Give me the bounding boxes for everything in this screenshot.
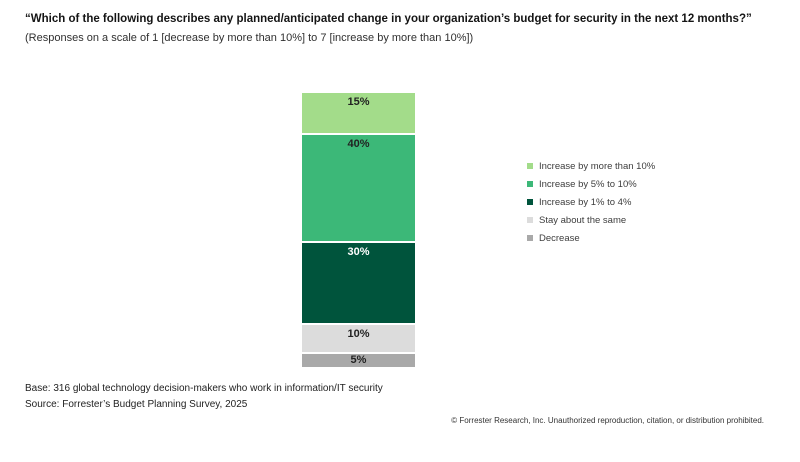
legend-item-1: Increase by more than 10% <box>527 157 655 175</box>
legend-item-5: Decrease <box>527 229 655 247</box>
bar-segment-3: 30% <box>302 243 415 323</box>
legend-item-label: Increase by 1% to 4% <box>539 196 632 208</box>
legend-swatch-icon <box>527 235 533 241</box>
bar-segment-value-label: 40% <box>347 138 370 150</box>
legend-item-label: Decrease <box>539 232 580 244</box>
legend-item-label: Increase by 5% to 10% <box>539 178 637 190</box>
legend-item-label: Stay about the same <box>539 214 627 226</box>
legend-item-4: Stay about the same <box>527 211 655 229</box>
bar-segment-4: 10% <box>302 325 415 352</box>
footer-source-note: Source: Forrester’s Budget Planning Surv… <box>25 399 248 410</box>
bar-segment-value-label: 30% <box>347 246 370 258</box>
stacked-bar: 15% 40% 30% 10% 5% <box>302 93 415 369</box>
chart-footer: Base: 316 global technology decision-mak… <box>25 381 383 413</box>
legend-swatch-icon <box>527 199 533 205</box>
chart-title: “Which of the following describes any pl… <box>25 13 752 25</box>
bar-segment-value-label: 15% <box>347 96 370 108</box>
bar-segment-value-label: 5% <box>350 354 367 366</box>
chart-legend: Increase by more than 10% Increase by 5% … <box>527 157 655 247</box>
copyright-notice: © Forrester Research, Inc. Unauthorized … <box>451 416 764 425</box>
legend-item-label: Increase by more than 10% <box>539 160 656 172</box>
legend-swatch-icon <box>527 163 533 169</box>
legend-swatch-icon <box>527 217 533 223</box>
bar-segment-1: 15% <box>302 93 415 133</box>
legend-swatch-icon <box>527 181 533 187</box>
bar-segment-2: 40% <box>302 135 415 241</box>
bar-segment-5: 5% <box>302 354 415 367</box>
bar-segment-value-label: 10% <box>347 328 370 340</box>
chart-header: “Which of the following describes any pl… <box>25 11 773 46</box>
chart-subtitle: (Responses on a scale of 1 [decrease by … <box>25 32 474 44</box>
legend-item-2: Increase by 5% to 10% <box>527 175 655 193</box>
footer-base-note: Base: 316 global technology decision-mak… <box>25 383 383 394</box>
legend-item-3: Increase by 1% to 4% <box>527 193 655 211</box>
